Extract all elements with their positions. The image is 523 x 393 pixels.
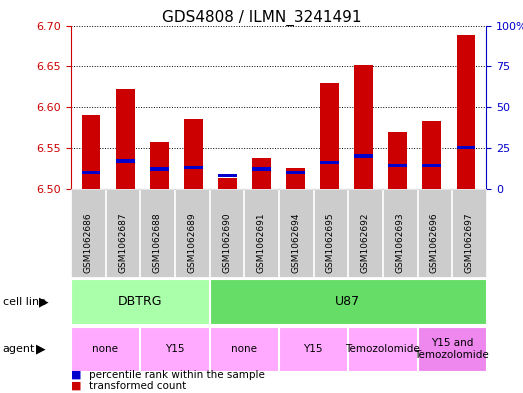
Bar	[82, 115, 100, 189]
Text: ▶: ▶	[39, 295, 49, 308]
Text: agent: agent	[3, 344, 35, 354]
Bar	[218, 178, 237, 189]
Bar	[252, 158, 271, 189]
Text: GDS4808 / ILMN_3241491: GDS4808 / ILMN_3241491	[162, 10, 361, 26]
Text: Y15: Y15	[303, 344, 323, 354]
Text: GSM1062691: GSM1062691	[257, 213, 266, 273]
Bar	[457, 146, 475, 149]
Text: Temozolomide: Temozolomide	[345, 344, 420, 354]
Text: GSM1062686: GSM1062686	[84, 213, 93, 273]
Text: ■: ■	[71, 381, 81, 391]
Bar	[286, 168, 305, 189]
Text: percentile rank within the sample: percentile rank within the sample	[89, 370, 265, 380]
Bar	[116, 89, 134, 189]
Text: ■: ■	[71, 370, 81, 380]
Bar	[320, 83, 339, 189]
Text: Y15 and
Temozolomide: Y15 and Temozolomide	[414, 338, 489, 360]
Bar	[354, 154, 373, 158]
Bar	[184, 166, 203, 169]
Bar	[423, 121, 441, 189]
Text: cell line: cell line	[3, 297, 46, 307]
Text: GSM1062690: GSM1062690	[222, 213, 231, 273]
Text: GSM1062687: GSM1062687	[118, 213, 127, 273]
Text: GSM1062695: GSM1062695	[326, 213, 335, 273]
Bar	[423, 164, 441, 167]
Bar	[252, 167, 271, 171]
Text: GSM1062693: GSM1062693	[395, 213, 404, 273]
Text: GSM1062689: GSM1062689	[187, 213, 196, 273]
Text: GSM1062696: GSM1062696	[430, 213, 439, 273]
Text: none: none	[92, 344, 118, 354]
Bar	[116, 159, 134, 163]
Bar	[184, 119, 203, 189]
Bar	[150, 142, 168, 189]
Text: Y15: Y15	[165, 344, 184, 354]
Text: transformed count: transformed count	[89, 381, 186, 391]
Text: GSM1062688: GSM1062688	[153, 213, 162, 273]
Text: GSM1062697: GSM1062697	[464, 213, 473, 273]
Bar	[389, 164, 407, 167]
Text: ▶: ▶	[36, 342, 45, 355]
Bar	[354, 65, 373, 189]
Text: U87: U87	[335, 295, 360, 308]
Bar	[320, 161, 339, 164]
Text: GSM1062694: GSM1062694	[291, 213, 300, 273]
Bar	[82, 171, 100, 174]
Text: DBTRG: DBTRG	[118, 295, 162, 308]
Bar	[218, 174, 237, 177]
Bar	[389, 132, 407, 189]
Text: none: none	[231, 344, 257, 354]
Bar	[150, 167, 168, 171]
Bar	[457, 35, 475, 189]
Bar	[286, 171, 305, 174]
Text: GSM1062692: GSM1062692	[361, 213, 370, 273]
